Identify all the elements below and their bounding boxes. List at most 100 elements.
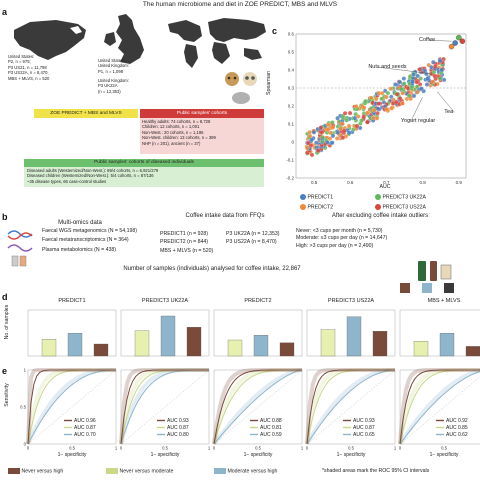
- bar-chart-title: PREDICT1: [58, 298, 85, 304]
- bar-chart-title: PREDICT2: [244, 298, 271, 304]
- roc-ylabel: Sensitivity: [4, 383, 10, 407]
- roc-auc-label: AUC 0.85: [446, 425, 468, 431]
- bar: [41, 339, 57, 357]
- legend-label-predict1: PREDICT1: [307, 194, 334, 201]
- scatter-point-coffee: [456, 34, 462, 41]
- scatter-point: [389, 106, 394, 111]
- roc-xlabel: 1− specificity: [58, 452, 87, 458]
- roc-auc-label: AUC 0.80: [167, 432, 189, 438]
- uk-cohort-text: United States/ United Kingdom: P1, n = 1…: [98, 58, 129, 74]
- scatter-point: [431, 70, 437, 75]
- roc-auc-label: AUC 0.88: [260, 418, 282, 424]
- roc-diagonal: [213, 369, 303, 445]
- coffee-icons: [400, 261, 454, 293]
- roc-legend-label-never-moderate: Never versus moderate: [119, 468, 174, 475]
- scatter-point: [335, 130, 340, 135]
- bar: [439, 333, 455, 357]
- scatter-annotation: Nuts and seeds: [368, 64, 406, 70]
- roc-frame: [399, 369, 480, 445]
- panel-letter-a: a: [2, 7, 8, 17]
- scatter-point: [393, 82, 398, 87]
- bar: [253, 335, 269, 357]
- scatter-point: [309, 137, 315, 142]
- ffq-left-list: PREDICT1 (n = 928) PREDICT2 (n = 844) MB…: [160, 231, 214, 254]
- bar-chart-title: PREDICT3 UK22A: [142, 298, 188, 304]
- panel-letter-b: b: [2, 212, 8, 222]
- scatter-point: [384, 107, 389, 112]
- scatter-point: [432, 64, 438, 69]
- scatter-point: [318, 125, 324, 130]
- scatter-annotation: Tea: [444, 109, 454, 115]
- bar: [67, 333, 83, 357]
- scatter-xtick: 0.9: [456, 180, 463, 185]
- scatter-point: [399, 86, 404, 92]
- scatter-point: [401, 76, 407, 81]
- roc-legend-swatch-never-high: [8, 468, 20, 474]
- roc-xtick: 0: [120, 446, 123, 451]
- scatter-xtick: 0.5: [311, 180, 318, 185]
- bar-chart-title: PREDICT3 US22A: [328, 298, 374, 304]
- scatter-plot: 0.6 0.5 0.4 0.3 0.2 0.1 0 -0.1 -0.2 0.5 0.6 0.7 0.8 0…: [286, 32, 467, 185]
- roc-ytick: 0: [24, 442, 27, 447]
- scatter-ytick: 0.4: [288, 68, 295, 73]
- panel-letter-d: d: [2, 292, 8, 302]
- scatter-point: [363, 98, 368, 104]
- scatter-point: [384, 94, 389, 100]
- scatter-ytick: 0.6: [288, 32, 295, 37]
- legend-label-predict3-uk22a: PREDICT3 UK22A: [382, 194, 426, 201]
- scatter-point: [308, 143, 314, 148]
- scatter-point: [437, 76, 443, 81]
- roc-legend-label-moderate-high: Moderate versus high: [227, 468, 278, 475]
- outliers-title: After excluding coffee intake outliers: [331, 213, 429, 219]
- roc-diagonal: [120, 369, 210, 445]
- zoe-header-box: ZOE PREDICT + MBS and MLVS: [34, 109, 138, 118]
- roc-xtick: 1: [301, 446, 304, 451]
- scatter-point: [379, 96, 384, 102]
- scatter-point: [364, 110, 370, 116]
- roc-auc-label: AUC 0.65: [353, 432, 375, 438]
- roc-auc-label: AUC 0.87: [74, 425, 96, 431]
- scatter-point: [365, 120, 370, 125]
- scatter-point: [369, 95, 374, 101]
- bar: [346, 316, 362, 357]
- scatter-point: [372, 108, 377, 113]
- scatter-point: [418, 76, 423, 81]
- scatter-point: [311, 130, 317, 135]
- scatter-point: [400, 91, 405, 96]
- world-maps: [14, 14, 266, 68]
- scatter-point-coffee: [448, 43, 455, 50]
- scatter-point: [309, 152, 315, 158]
- diseased-cohorts-box: Diseased adults (Westernized/Non-West.):…: [24, 167, 264, 187]
- roc-ytick: 0.5: [20, 405, 26, 410]
- scatter-point: [376, 101, 381, 106]
- scatter-point: [347, 130, 352, 136]
- ffq-title: Coffee intake data from FFQs: [185, 213, 265, 219]
- legend-dot-predict2: [300, 204, 306, 210]
- scatter-point: [327, 136, 333, 141]
- ffq-right-list: P3 UK22A (n = 12,353) P3 US22A (n = 8,47…: [226, 231, 280, 246]
- roc-xtick: 0.5: [69, 446, 75, 451]
- roc-ci-band: [26, 368, 117, 445]
- roc-xtick: 0.5: [255, 446, 261, 451]
- roc-auc-label: AUC 0.92: [446, 418, 468, 424]
- public-header-box: Public samples' cohorts: [140, 109, 264, 118]
- scatter-xtick: 0.6: [347, 180, 354, 185]
- scatter-point: [358, 125, 363, 131]
- scatter-ytick: 0.3: [288, 86, 295, 91]
- roc-xlabel: 1− specificity: [337, 452, 366, 458]
- roc-diagonal: [27, 369, 117, 445]
- scatter-point: [325, 140, 330, 145]
- scatter-point-coffee: [452, 40, 458, 46]
- bar: [160, 315, 176, 357]
- scatter-point: [354, 123, 360, 129]
- roc-xtick: 0: [213, 446, 216, 451]
- bar: [320, 329, 336, 357]
- scatter-point: [424, 82, 430, 87]
- primate-skull-icons: [225, 72, 257, 104]
- roc-diagonal: [399, 376, 480, 445]
- scatter-point: [394, 92, 400, 97]
- scatter-point: [431, 60, 436, 65]
- us-cohort-text: United States: P2, n = 975; P3 US21, n =…: [8, 54, 50, 81]
- scatter-point: [417, 67, 422, 72]
- roc-auc-label: AUC 0.70: [74, 432, 96, 438]
